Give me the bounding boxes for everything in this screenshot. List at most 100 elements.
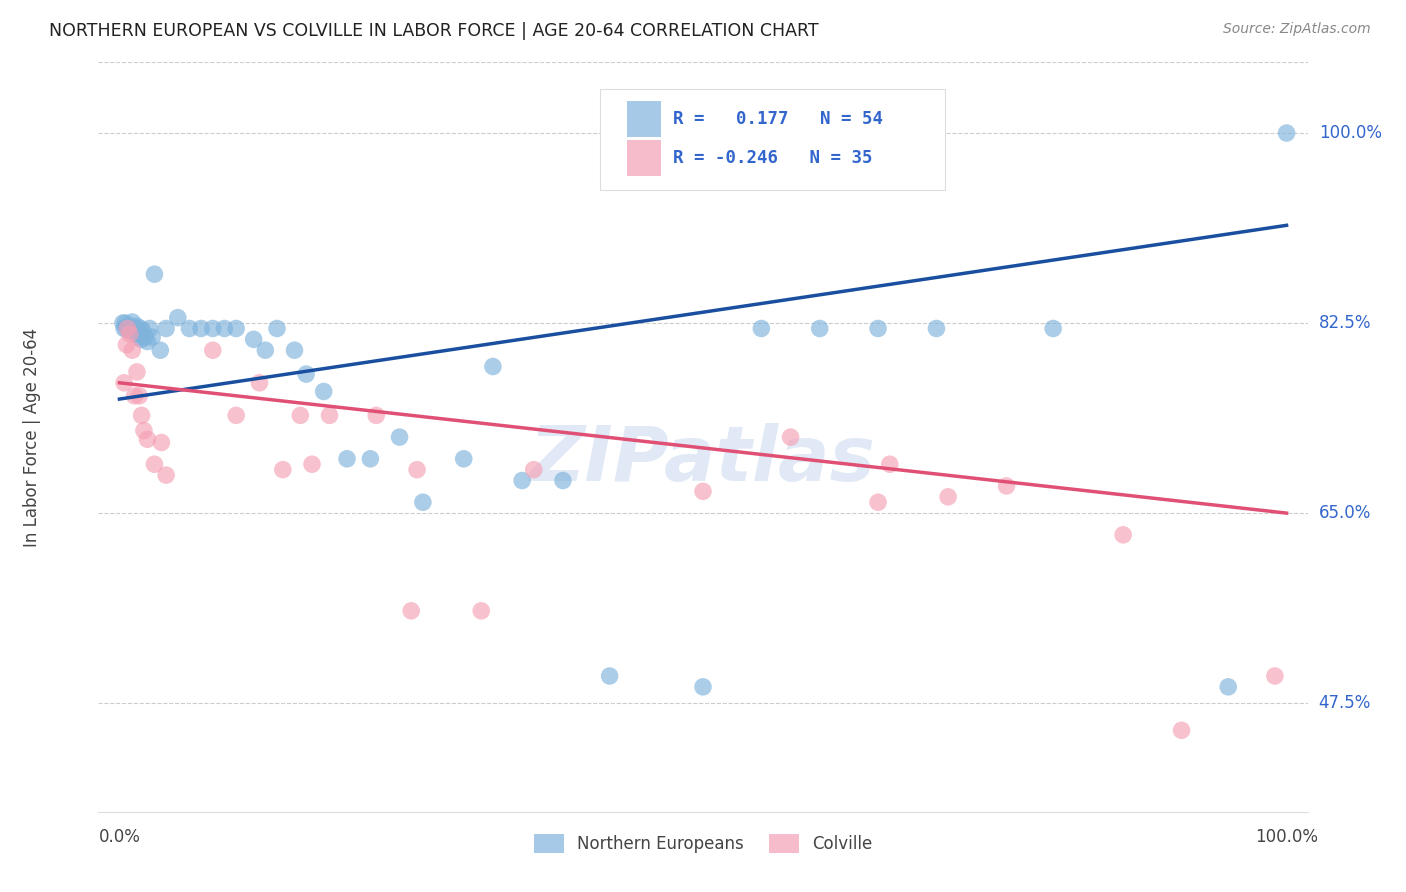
Point: [249, 376, 271, 390]
Point: [155, 468, 177, 483]
Point: [115, 321, 138, 335]
Point: [115, 338, 138, 352]
Text: R = -0.246   N = 35: R = -0.246 N = 35: [672, 149, 872, 167]
Point: [131, 332, 153, 346]
Point: [136, 432, 159, 446]
Point: [254, 343, 277, 358]
Point: [366, 409, 388, 423]
Point: [125, 319, 148, 334]
Point: [149, 343, 172, 358]
Point: [271, 463, 294, 477]
Point: [1170, 723, 1192, 738]
Point: [150, 435, 173, 450]
Point: [132, 424, 155, 438]
Point: [121, 343, 143, 358]
Point: [201, 321, 224, 335]
Point: [201, 343, 224, 358]
Point: [118, 321, 141, 335]
FancyBboxPatch shape: [600, 88, 945, 190]
Point: [225, 409, 247, 423]
Point: [470, 604, 492, 618]
Point: [125, 326, 148, 341]
Point: [120, 319, 142, 334]
Point: [779, 430, 801, 444]
Point: [879, 457, 901, 471]
Text: ZIPatlas: ZIPatlas: [530, 423, 876, 497]
Point: [134, 330, 156, 344]
Point: [128, 330, 150, 344]
Text: 100.0%: 100.0%: [1319, 124, 1382, 142]
Point: [312, 384, 335, 399]
Text: Source: ZipAtlas.com: Source: ZipAtlas.com: [1223, 22, 1371, 37]
Point: [551, 474, 574, 488]
FancyBboxPatch shape: [627, 101, 661, 136]
Point: [125, 365, 148, 379]
Legend: Northern Europeans, Colville: Northern Europeans, Colville: [527, 827, 879, 860]
Point: [139, 321, 162, 335]
Point: [925, 321, 948, 335]
Point: [1042, 321, 1064, 335]
Point: [318, 409, 340, 423]
Point: [117, 319, 139, 334]
Point: [295, 367, 318, 381]
Point: [1218, 680, 1240, 694]
Point: [166, 310, 188, 325]
Point: [301, 457, 323, 471]
Point: [117, 321, 139, 335]
Point: [359, 451, 381, 466]
Point: [131, 409, 153, 423]
Point: [141, 330, 163, 344]
Point: [124, 389, 146, 403]
Point: [155, 321, 177, 335]
Point: [283, 343, 305, 358]
Point: [599, 669, 621, 683]
Point: [936, 490, 959, 504]
Point: [412, 495, 434, 509]
Point: [482, 359, 505, 374]
Point: [242, 332, 264, 346]
Point: [868, 321, 890, 335]
Text: 65.0%: 65.0%: [1319, 504, 1371, 522]
FancyBboxPatch shape: [627, 140, 661, 176]
Point: [190, 321, 212, 335]
Text: 82.5%: 82.5%: [1319, 314, 1371, 332]
Point: [453, 451, 475, 466]
Point: [179, 321, 201, 335]
Point: [124, 321, 146, 335]
Point: [127, 326, 149, 340]
Text: 47.5%: 47.5%: [1319, 694, 1371, 712]
Point: [266, 321, 288, 335]
Point: [692, 484, 714, 499]
Point: [1264, 669, 1286, 683]
Point: [112, 376, 135, 390]
Point: [225, 321, 247, 335]
Point: [143, 457, 166, 471]
Point: [406, 463, 429, 477]
Text: R =   0.177   N = 54: R = 0.177 N = 54: [672, 110, 883, 128]
Point: [336, 451, 359, 466]
Point: [136, 334, 159, 349]
Point: [122, 324, 145, 338]
Point: [399, 604, 422, 618]
Point: [121, 315, 143, 329]
Point: [1112, 528, 1135, 542]
Point: [132, 324, 155, 338]
Point: [118, 326, 141, 341]
Point: [808, 321, 831, 335]
Point: [112, 321, 135, 335]
Point: [1275, 126, 1298, 140]
Point: [111, 316, 134, 330]
Point: [214, 321, 236, 335]
Point: [510, 474, 533, 488]
Point: [118, 324, 141, 338]
Point: [290, 409, 312, 423]
Text: NORTHERN EUROPEAN VS COLVILLE IN LABOR FORCE | AGE 20-64 CORRELATION CHART: NORTHERN EUROPEAN VS COLVILLE IN LABOR F…: [49, 22, 818, 40]
Point: [692, 680, 714, 694]
Point: [114, 316, 136, 330]
Point: [995, 479, 1018, 493]
Text: In Labor Force | Age 20-64: In Labor Force | Age 20-64: [22, 327, 41, 547]
Point: [129, 321, 152, 335]
Point: [751, 321, 773, 335]
Point: [388, 430, 411, 444]
Point: [128, 389, 150, 403]
